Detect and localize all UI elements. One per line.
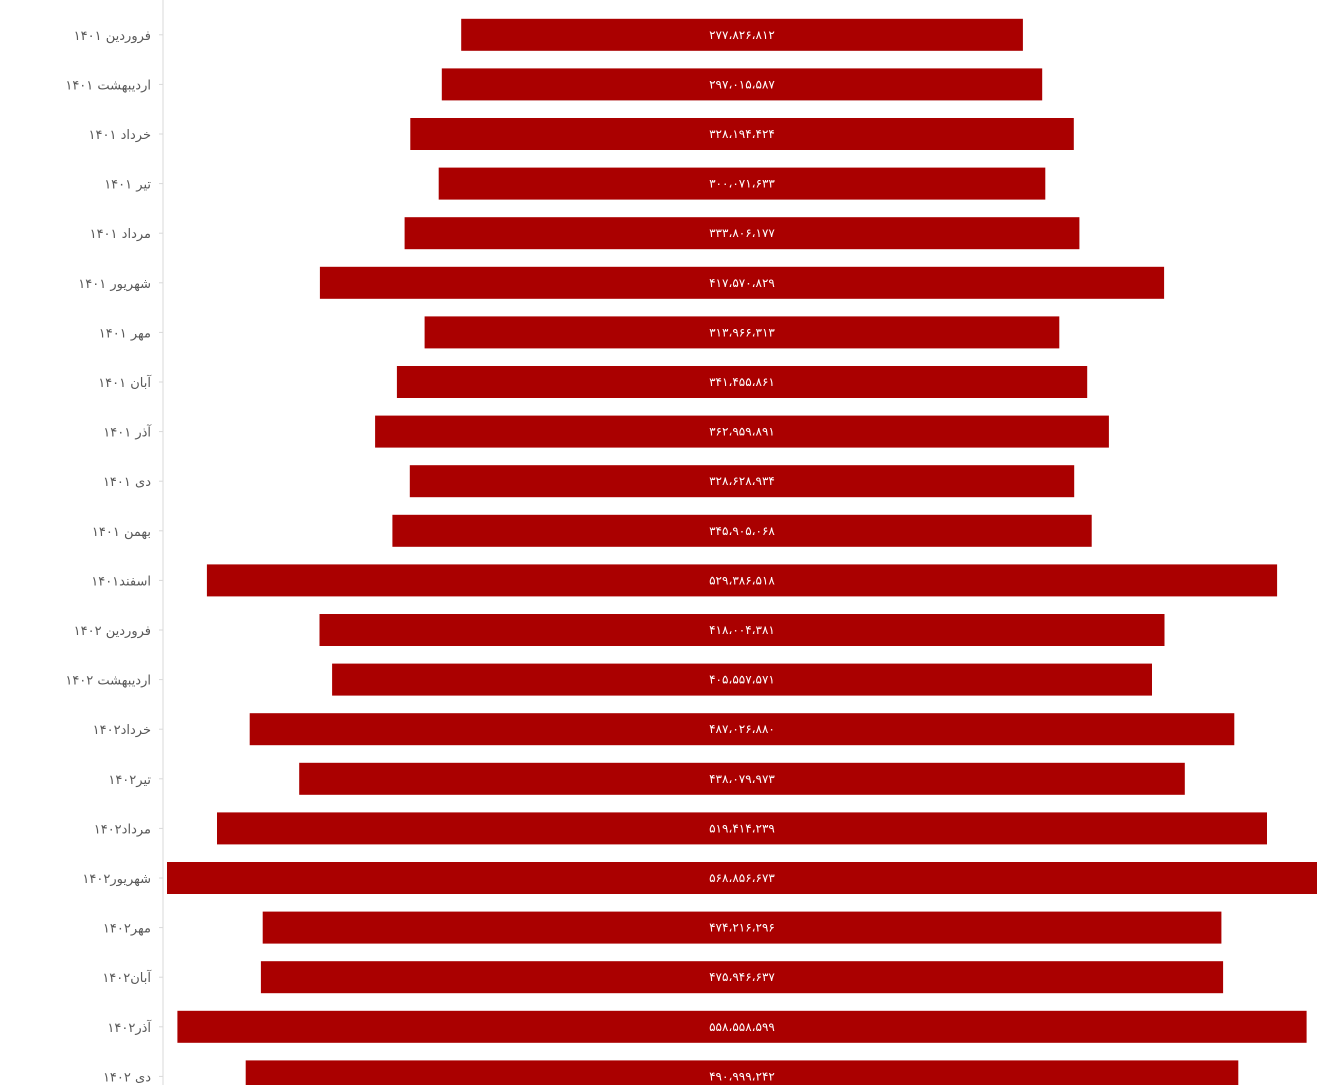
category-label: خرداد۱۴۰۲ [93,723,151,738]
category-label: اردیبهشت ۱۴۰۲ [65,674,151,689]
category-label: شهریور۱۴۰۲ [82,872,151,887]
bar [217,812,1267,845]
axis-layer [159,0,164,1085]
bar [245,1060,1239,1085]
bar-value-label: ۴۷۵،۹۴۶،۶۳۷ [709,970,775,984]
category-label: تیر۱۴۰۲ [108,773,151,788]
bar [177,1010,1307,1043]
bar-value-label: ۴۸۷،۰۲۶،۸۸۰ [709,722,775,736]
category-label: دی ۱۴۰۲ [103,1070,151,1085]
category-label: آبان۱۴۰۲ [102,969,152,986]
category-labels: فروردین ۱۴۰۱ اردیبهشت ۱۴۰۱ خرداد ۱۴۰۱ تیر ۱… [65,29,152,1085]
bar [396,366,1088,398]
category-label: مرداد۱۴۰۲ [94,822,151,837]
bar-value-label: ۳۱۳،۹۶۶،۳۱۳ [709,325,775,339]
category-label: تیر ۱۴۰۱ [104,178,151,193]
bar-value-label: ۵۱۹،۴۱۴،۲۳۹ [709,821,775,835]
bar [319,614,1165,646]
bar-value-label: ۳۴۵،۹۰۵،۰۶۸ [709,524,775,538]
category-label: فروردین ۱۴۰۲ [74,624,151,639]
bar-value-label: ۵۲۹،۳۸۶،۵۱۸ [709,573,775,587]
category-label: اسفند۱۴۰۱ [91,574,151,589]
bar [410,118,1074,150]
category-label: آبان ۱۴۰۱ [98,374,152,391]
category-label: اردیبهشت ۱۴۰۱ [65,78,151,93]
bar [167,862,1317,894]
bar-value-label: ۲۷۷،۸۲۶،۸۱۲ [709,28,775,42]
bar-value-label: ۲۹۷،۰۱۵،۵۸۷ [709,77,775,91]
bar [441,68,1043,101]
bar [206,564,1278,597]
bar [404,217,1080,250]
bar-value-label: ۴۰۵،۵۵۷،۵۷۱ [709,673,775,687]
bar-value-label: ۵۶۸،۸۵۶،۶۷۳ [709,871,775,885]
bar [299,762,1185,795]
category-label: مهر۱۴۰۲ [103,922,151,937]
bar-value-label: ۳۴۱،۴۵۵،۸۶۱ [709,375,775,389]
bar-value-label: ۴۷۴،۲۱۶،۲۹۶ [709,921,775,935]
category-label: دی ۱۴۰۱ [103,475,151,490]
bar-value-label: ۴۹۰،۹۹۹،۲۴۲ [709,1069,775,1083]
bar-value-label: ۳۲۸،۶۲۸،۹۳۴ [709,474,775,488]
bar [409,465,1075,498]
category-label: شهریور ۱۴۰۱ [78,277,151,292]
bar [260,961,1224,994]
category-label: مهر ۱۴۰۱ [99,326,151,341]
category-label: مرداد ۱۴۰۱ [90,227,151,242]
category-label: خرداد ۱۴۰۱ [89,128,151,143]
bar [461,18,1023,51]
bar [438,167,1046,200]
bar [332,663,1153,696]
bar [249,713,1235,746]
bar-value-label: ۳۳۳،۸۰۶،۱۷۷ [709,226,775,240]
bar-value-label: ۴۱۸،۰۰۴،۳۸۱ [709,623,775,637]
category-label: آذر۱۴۰۲ [107,1019,152,1036]
bar [424,316,1060,349]
bar-value-label: ۵۵۸،۵۵۸،۵۹۹ [709,1020,775,1034]
category-label: آذر ۱۴۰۱ [103,424,152,441]
category-label: بهمن ۱۴۰۱ [92,525,151,540]
bar [375,415,1109,448]
bar [262,911,1222,944]
bar-value-label: ۳۲۸،۱۹۴،۴۲۴ [709,127,775,141]
bar [319,266,1165,299]
bar-value-label: ۴۳۸،۰۷۹،۹۷۳ [709,772,775,786]
category-label: فروردین ۱۴۰۱ [74,29,151,44]
bar-value-label: ۳۰۰،۰۷۱،۶۳۳ [709,177,775,191]
bar [392,514,1092,547]
bars-layer: ۲۷۷،۸۲۶،۸۱۲ ۲۹۷،۰۱۵،۵۸۷ ۳۲۸،۱۹۴،۴۲۴ ۳۰۰،۰۷۱… [167,18,1317,1085]
bar-value-label: ۳۶۲،۹۵۹،۸۹۱ [709,425,775,439]
bar-value-label: ۴۱۷،۵۷۰،۸۲۹ [709,276,775,290]
